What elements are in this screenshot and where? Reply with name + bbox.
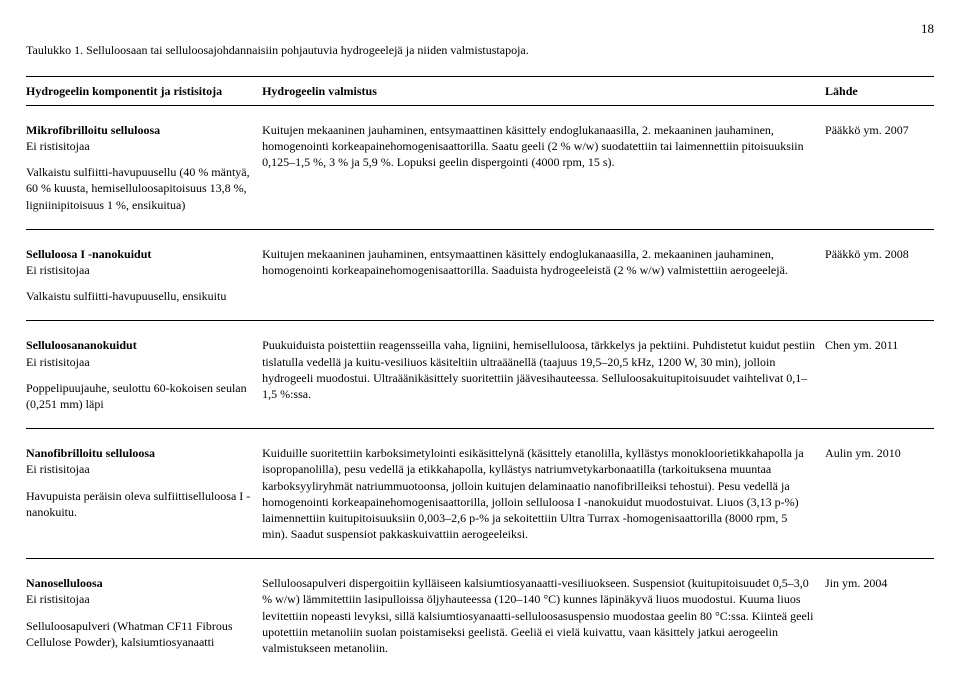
header-preparation: Hydrogeelin valmistus xyxy=(262,76,825,105)
entry-crosslinker: Ei ristisitojaa xyxy=(26,262,252,278)
hydrogel-table: Hydrogeelin komponentit ja ristisitoja H… xyxy=(26,76,934,673)
table-row: Nanofibrilloitu selluloosa Ei ristisitoj… xyxy=(26,429,934,559)
entry-reference: Jin ym. 2004 xyxy=(825,559,934,672)
entry-reference: Pääkkö ym. 2007 xyxy=(825,105,934,229)
entry-title: Nanoselluloosa xyxy=(26,575,252,591)
entry-title: Nanofibrilloitu selluloosa xyxy=(26,445,252,461)
entry-title: Selluloosa I -nanokuidut xyxy=(26,246,252,262)
entry-detail: Poppelipuujauhe, seulottu 60-kokoisen se… xyxy=(26,380,252,412)
entry-reference: Aulin ym. 2010 xyxy=(825,429,934,559)
table-caption: Taulukko 1. Selluloosaan tai selluloosaj… xyxy=(26,42,934,58)
table-row: Selluloosa I -nanokuidut Ei ristisitojaa… xyxy=(26,229,934,321)
entry-preparation: Kuitujen mekaaninen jauhaminen, entsymaa… xyxy=(262,105,825,229)
entry-detail: Valkaistu sulfiitti-havupuusellu, ensiku… xyxy=(26,288,252,304)
entry-title: Mikrofibrilloitu selluloosa xyxy=(26,122,252,138)
entry-reference: Pääkkö ym. 2008 xyxy=(825,229,934,321)
entry-detail: Valkaistu sulfiitti-havupuusellu (40 % m… xyxy=(26,164,252,213)
entry-preparation: Kuiduille suoritettiin karboksimetyloint… xyxy=(262,429,825,559)
entry-crosslinker: Ei ristisitojaa xyxy=(26,591,252,607)
entry-crosslinker: Ei ristisitojaa xyxy=(26,354,252,370)
entry-title: Selluloosananokuidut xyxy=(26,337,252,353)
table-row: Nanoselluloosa Ei ristisitojaa Selluloos… xyxy=(26,559,934,672)
entry-preparation: Kuitujen mekaaninen jauhaminen, entsymaa… xyxy=(262,229,825,321)
header-components: Hydrogeelin komponentit ja ristisitoja xyxy=(26,76,262,105)
entry-reference: Chen ym. 2011 xyxy=(825,321,934,429)
header-source: Lähde xyxy=(825,76,934,105)
entry-crosslinker: Ei ristisitojaa xyxy=(26,138,252,154)
table-row: Mikrofibrilloitu selluloosa Ei ristisito… xyxy=(26,105,934,229)
entry-preparation: Selluloosapulveri dispergoitiin kylläise… xyxy=(262,559,825,672)
entry-crosslinker: Ei ristisitojaa xyxy=(26,461,252,477)
entry-preparation: Puukuiduista poistettiin reagensseilla v… xyxy=(262,321,825,429)
entry-detail: Havupuista peräisin oleva sulfiittisellu… xyxy=(26,488,252,520)
page-number: 18 xyxy=(26,20,934,38)
table-row: Selluloosananokuidut Ei ristisitojaa Pop… xyxy=(26,321,934,429)
entry-detail: Selluloosapulveri (Whatman CF11 Fibrous … xyxy=(26,618,252,650)
